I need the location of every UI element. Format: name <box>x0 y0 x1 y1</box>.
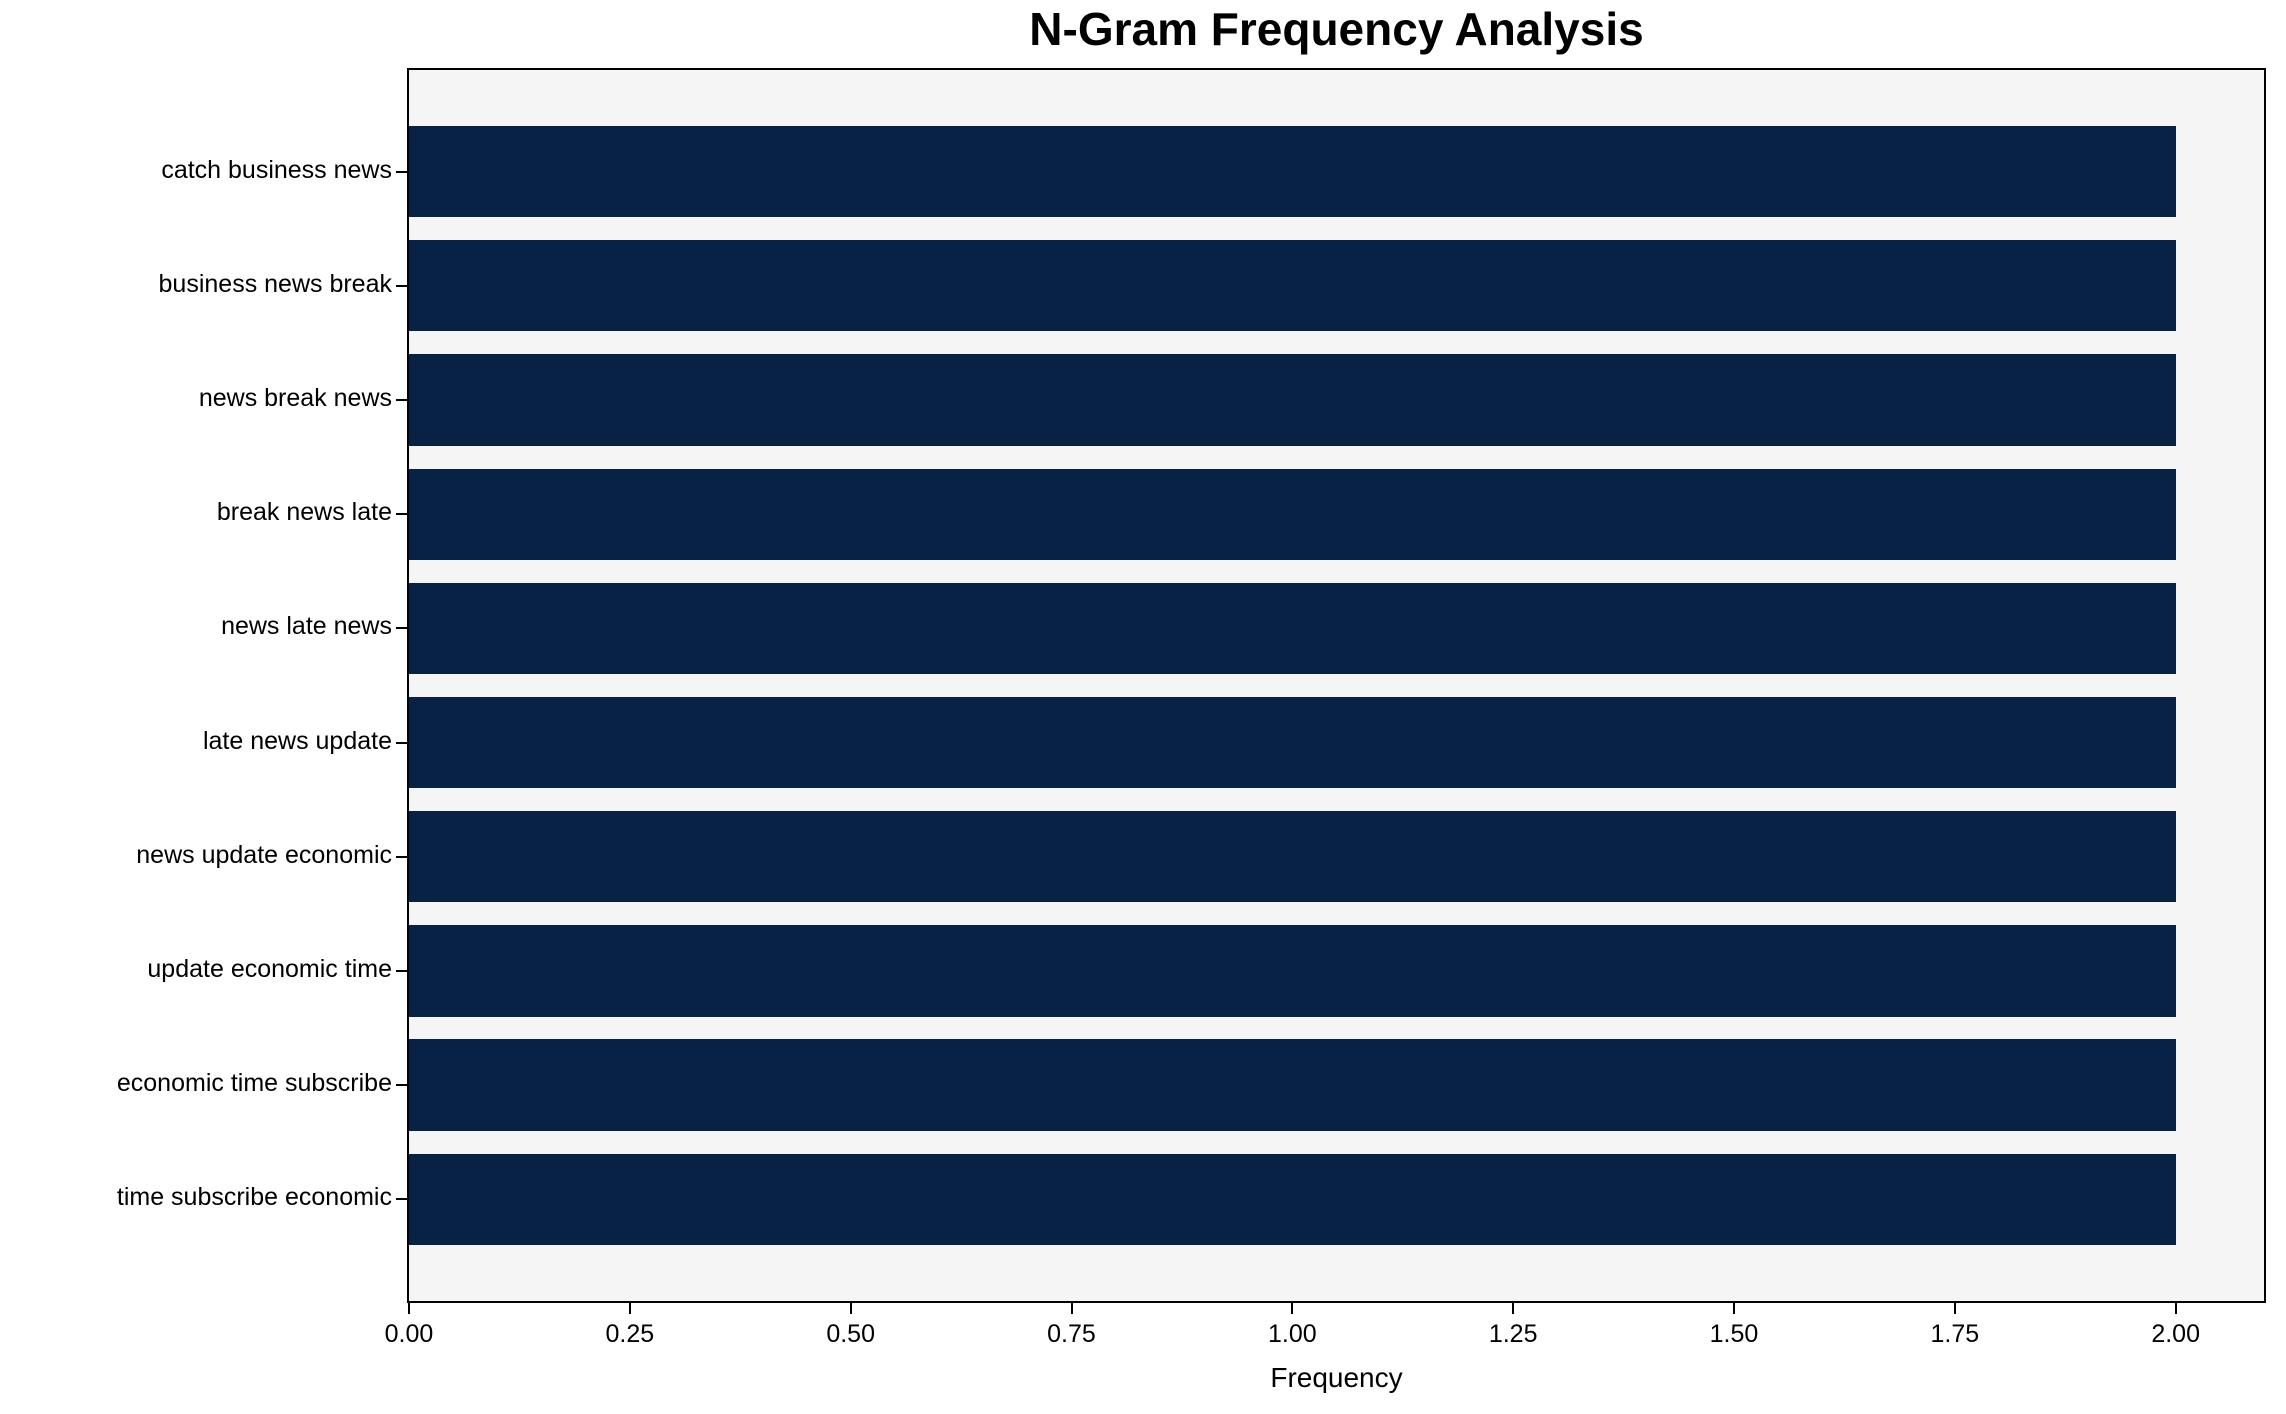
bar <box>409 468 2176 560</box>
x-tick-mark <box>1291 1303 1294 1314</box>
x-tick-mark <box>1953 1303 1956 1314</box>
y-tick-mark <box>396 855 407 858</box>
y-tick-label: catch business news <box>161 155 392 184</box>
y-tick-mark <box>396 399 407 402</box>
y-tick-label: business news break <box>158 269 392 298</box>
x-tick-label: 1.25 <box>1488 1320 1538 1348</box>
y-tick-label: time subscribe economic <box>116 1183 392 1212</box>
plot-area <box>407 68 2266 1303</box>
y-tick-label: news break news <box>198 384 392 413</box>
x-tick-label: 0.50 <box>826 1320 875 1348</box>
bar <box>409 354 2176 446</box>
bar <box>409 125 2176 218</box>
bar <box>409 925 2176 1017</box>
bar <box>409 1153 2176 1246</box>
x-tick-label: 0.75 <box>1047 1320 1096 1348</box>
y-tick-mark <box>396 969 407 972</box>
y-tick-label: update economic time <box>147 954 392 983</box>
x-tick-mark <box>1512 1303 1515 1314</box>
x-tick-label: 0.00 <box>384 1320 434 1348</box>
x-tick-mark <box>849 1303 852 1314</box>
y-tick-mark <box>396 741 407 744</box>
y-tick-mark <box>396 1198 407 1201</box>
y-tick-label: news late news <box>221 612 392 641</box>
y-tick-label: economic time subscribe <box>116 1069 392 1098</box>
y-tick-label: break news late <box>216 498 392 527</box>
bar <box>409 240 2176 332</box>
y-tick-mark <box>396 1084 407 1087</box>
x-tick-label: 1.50 <box>1709 1320 1759 1348</box>
chart-title: N-Gram Frequency Analysis <box>1029 3 1644 55</box>
bar <box>409 1039 2176 1131</box>
y-tick-mark <box>396 284 407 287</box>
y-tick-label: late news update <box>202 726 392 755</box>
x-axis-label: Frequency <box>1270 1362 1403 1393</box>
x-tick-mark <box>408 1303 410 1314</box>
x-tick-mark <box>628 1303 631 1314</box>
y-tick-mark <box>396 513 407 516</box>
x-tick-mark <box>1070 1303 1073 1314</box>
bar <box>409 582 2176 675</box>
y-tick-mark <box>396 170 407 173</box>
x-tick-label: 1.75 <box>1930 1320 1980 1348</box>
y-tick-mark <box>396 627 407 630</box>
x-tick-mark <box>1733 1303 1735 1314</box>
bar <box>409 811 2176 903</box>
x-tick-label: 0.25 <box>605 1320 655 1348</box>
x-tick-label: 2.00 <box>2151 1320 2200 1348</box>
x-tick-mark <box>2174 1303 2177 1314</box>
bar <box>409 696 2176 789</box>
y-tick-label: news update economic <box>136 840 392 869</box>
x-tick-label: 1.00 <box>1267 1320 1317 1348</box>
